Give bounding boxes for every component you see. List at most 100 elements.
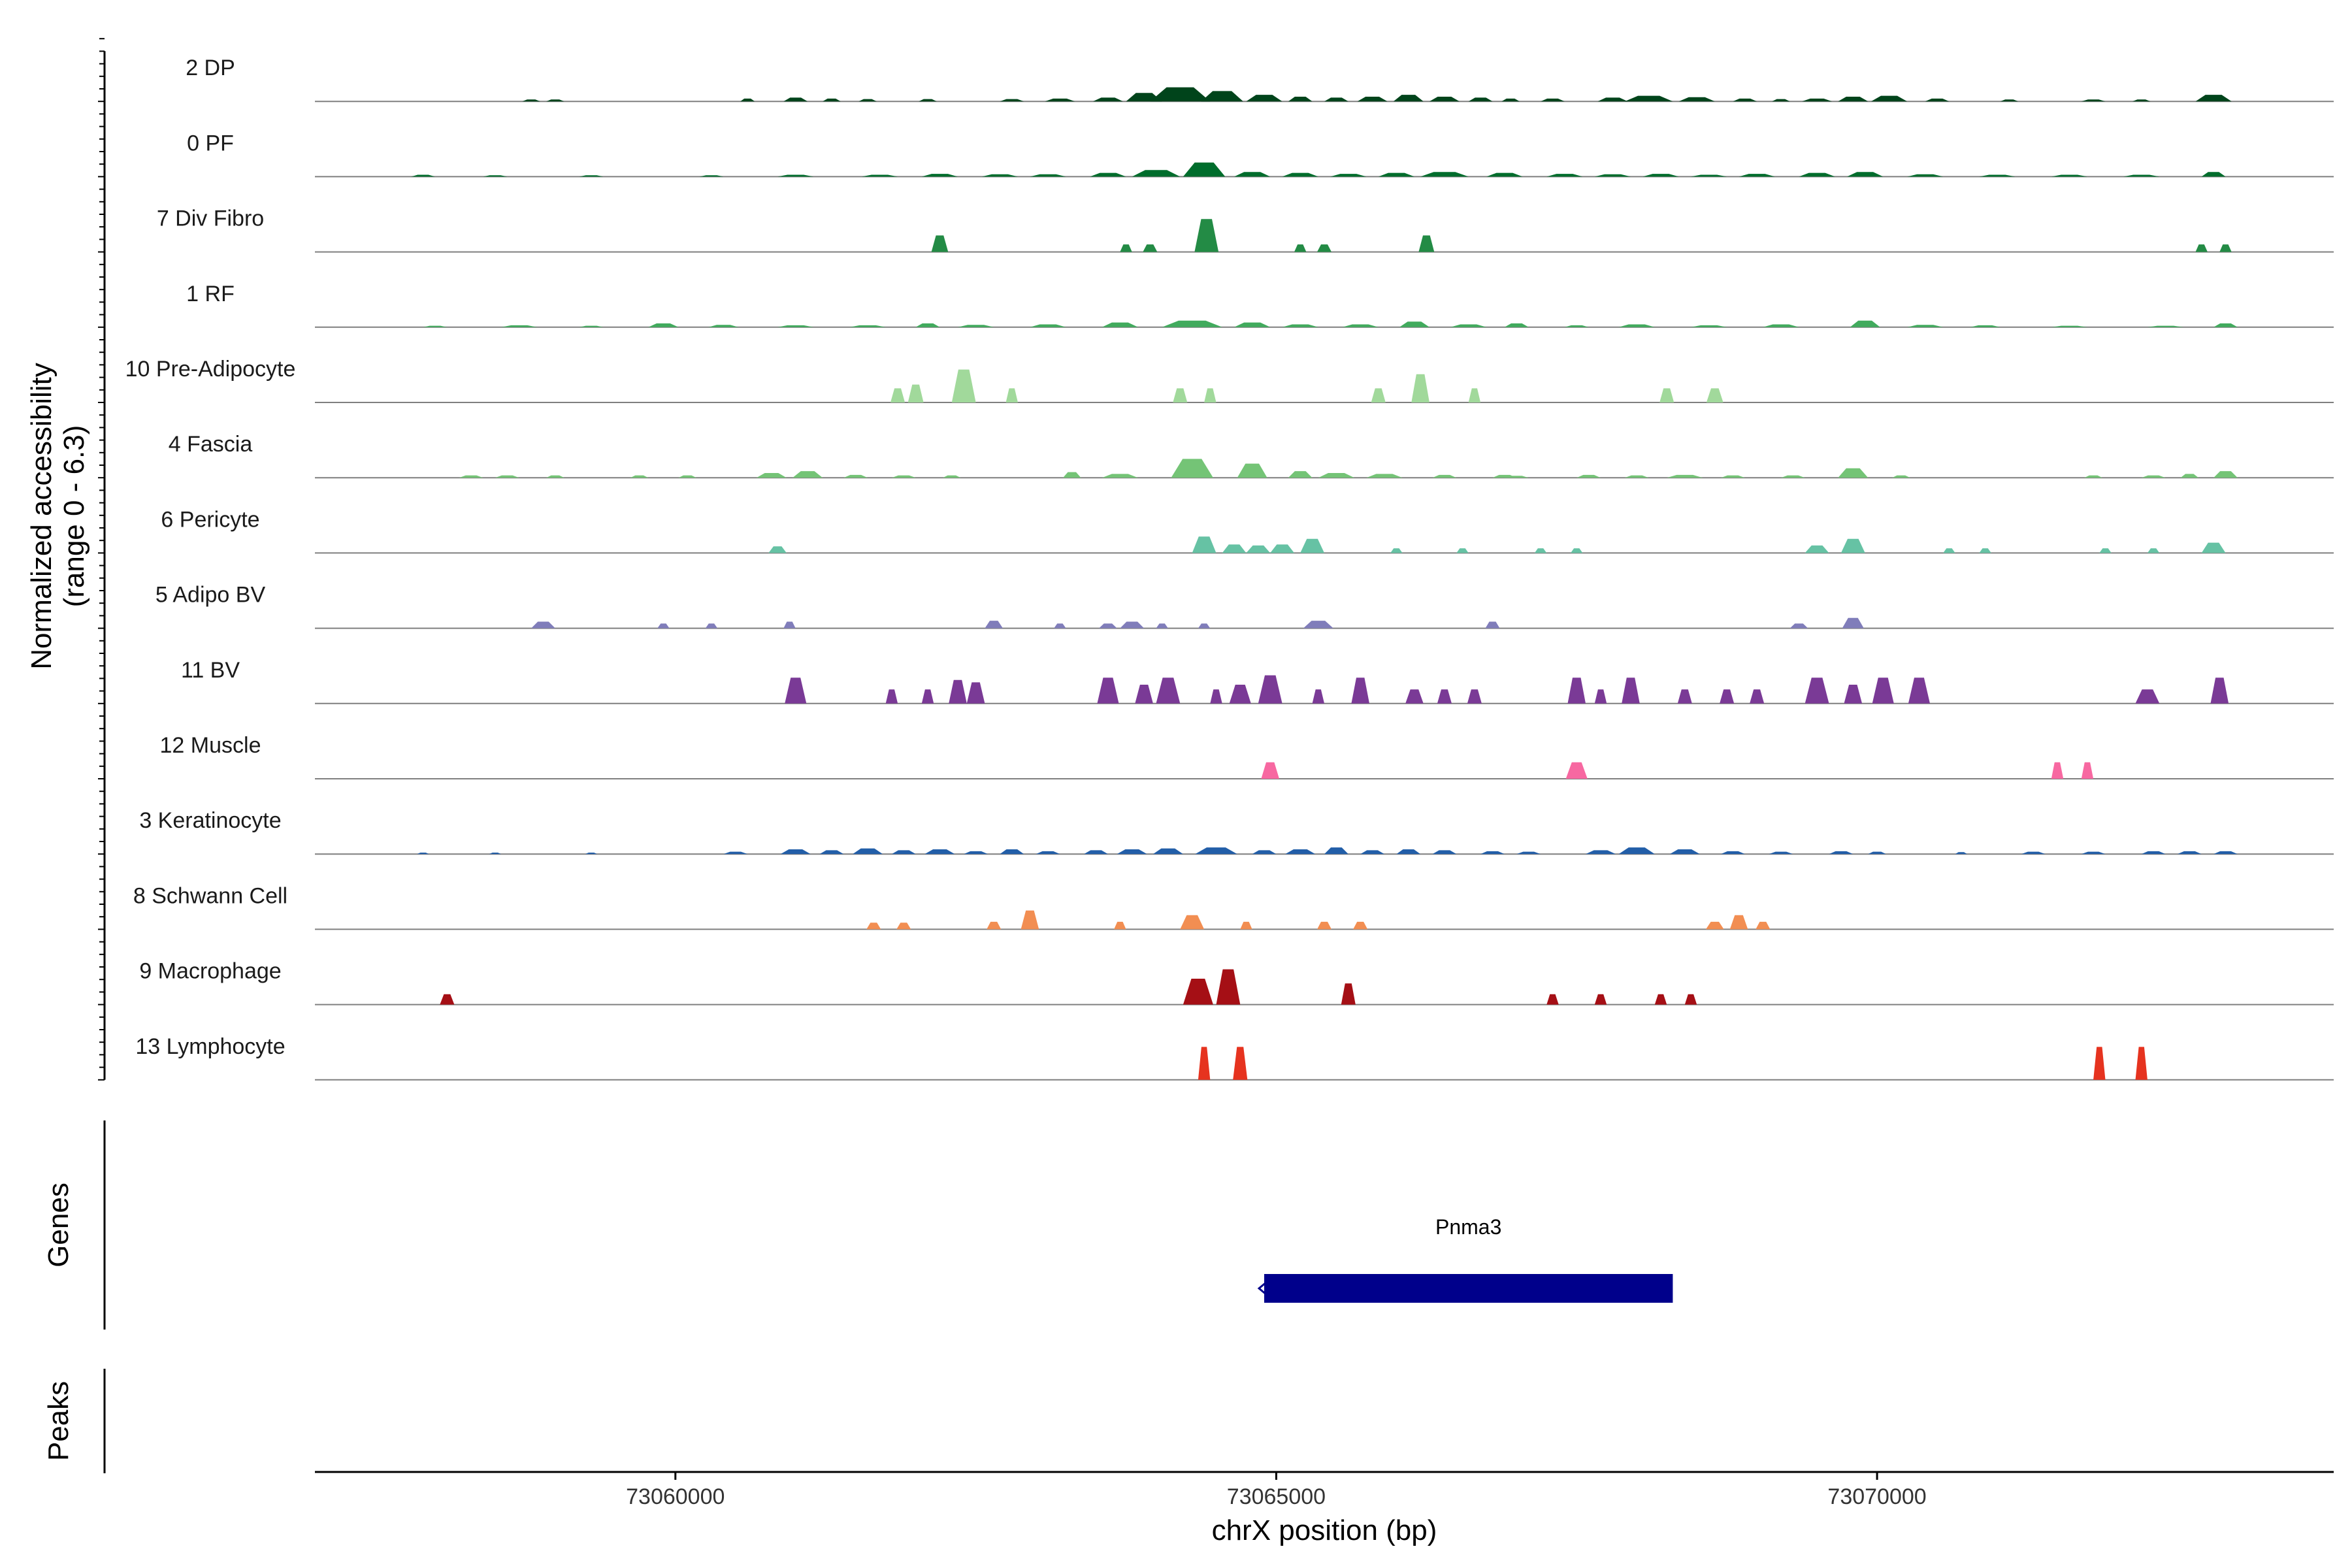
coverage-peak (1908, 678, 1930, 704)
coverage-peak (1195, 847, 1237, 855)
coverage-peak (907, 384, 924, 402)
track-label: 0 PF (187, 131, 234, 155)
coverage-peak (1366, 474, 1403, 478)
coverage-peak (1234, 172, 1271, 177)
coverage-peak (987, 921, 1002, 930)
y-axis-title-line1: Normalized accessibility (25, 363, 57, 669)
coverage-peak (1769, 851, 1793, 855)
coverage-peak (1418, 235, 1435, 252)
coverage-peak (2210, 678, 2229, 704)
coverage-peak (1594, 994, 1607, 1005)
coverage-peak (1546, 174, 1583, 177)
coverage-peak (1838, 97, 1869, 102)
coverage-peak (1045, 98, 1075, 102)
coverage-peak (1802, 98, 1833, 102)
coverage-peak (1330, 174, 1367, 177)
coverage-peak (1450, 324, 1487, 327)
track-13: 9 Macrophage (139, 959, 2334, 1005)
coverage-peak (1194, 219, 1219, 252)
coverage-peak (1201, 91, 1243, 102)
coverage-peak (1300, 538, 1324, 553)
coverage-peak (1198, 1047, 1211, 1080)
coverage-peak (891, 850, 916, 855)
coverage-peak (1120, 244, 1132, 252)
coverage-peak (1288, 97, 1313, 102)
track-label: 10 Pre-Adipocyte (125, 357, 296, 382)
coverage-peak (1021, 910, 1039, 930)
coverage-peak (2051, 762, 2064, 779)
coverage-peak (1594, 174, 1631, 177)
gene-strand-arrow (1257, 1281, 1268, 1296)
coverage-peak (1706, 388, 1723, 402)
coverage-peak (823, 98, 841, 102)
coverage-peak (853, 848, 883, 855)
coverage-peak (2201, 172, 2226, 177)
coverage-peak (780, 849, 811, 855)
coverage-peak (2213, 323, 2238, 327)
coverage-peak (1516, 851, 1541, 855)
coverage-peak (1979, 174, 2016, 177)
coverage-peak (1870, 95, 1908, 102)
coverage-peak (2000, 99, 2019, 102)
coverage-peak (1677, 689, 1692, 704)
track-6: 4 Fascia (169, 432, 2334, 479)
peaks-panel-title: Peaks (42, 1381, 74, 1461)
coverage-peak (1659, 388, 1674, 402)
coverage-peak (921, 689, 934, 704)
coverage-peak (657, 623, 670, 629)
coverage-peak (1468, 97, 1493, 102)
coverage-peak (411, 174, 435, 177)
coverage-peak (1486, 172, 1523, 177)
coverage-peak (1618, 324, 1655, 327)
coverage-peak (630, 475, 649, 478)
coverage-peak (546, 99, 564, 102)
coverage-peak (440, 994, 455, 1005)
coverage-peak (585, 853, 598, 855)
track-label: 2 DP (186, 56, 235, 80)
coverage-peak (1597, 97, 1628, 102)
y-axis-title-line2: (range 0 - 6.3) (58, 425, 90, 608)
coverage-peak (1246, 95, 1282, 102)
coverage-peak (1501, 98, 1520, 102)
coverage-peak (915, 323, 940, 327)
coverage-peak (921, 174, 958, 177)
coverage-peak (1706, 921, 1724, 930)
coverage-peak (1456, 548, 1469, 553)
coverage-peak (699, 175, 724, 177)
coverage-peak (1090, 172, 1126, 177)
coverage-peak (843, 474, 868, 478)
coverage-peak (2099, 548, 2112, 553)
coverage-peak (2147, 548, 2160, 553)
coverage-peak (740, 98, 755, 102)
x-axis-title: chrX position (bp) (1212, 1514, 1437, 1546)
coverage-peak (423, 325, 448, 327)
coverage-peak (2093, 1047, 2106, 1080)
coverage-peak (1261, 762, 1279, 779)
x-tick-label: 73065000 (1227, 1484, 1326, 1509)
coverage-peak (1317, 921, 1331, 930)
coverage-peak (522, 99, 540, 102)
coverage-peak (1371, 388, 1386, 402)
coverage-peak (1063, 472, 1081, 478)
coverage-peak (1437, 689, 1452, 704)
coverage-peak (891, 475, 916, 478)
coverage-peak (1729, 915, 1748, 930)
coverage-peak (1099, 623, 1117, 629)
coverage-peak (1324, 847, 1348, 855)
track-label: 11 BV (181, 658, 240, 683)
coverage-peak (489, 853, 502, 855)
coverage-peak (1240, 921, 1252, 930)
coverage-peak (1979, 548, 1991, 553)
coverage-peak (1342, 324, 1379, 327)
coverage-peak (1691, 325, 1727, 327)
coverage-peak (885, 689, 898, 704)
track-7: 6 Pericyte (161, 507, 2334, 554)
coverage-peak (1756, 921, 1771, 930)
coverage-peak (1317, 244, 1331, 252)
coverage-peak (849, 325, 886, 327)
coverage-peak (1420, 172, 1469, 177)
coverage-peak (919, 99, 937, 102)
coverage-peak (783, 97, 808, 102)
coverage-peak (1102, 322, 1138, 327)
coverage-peak (1303, 621, 1333, 629)
